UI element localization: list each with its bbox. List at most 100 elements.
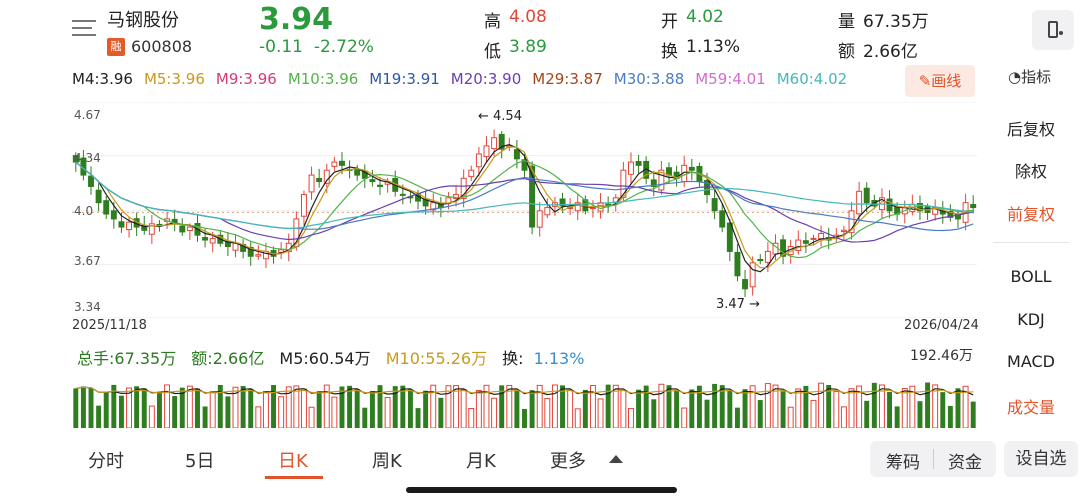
volume-bar	[917, 401, 923, 428]
volume-bar	[88, 388, 94, 428]
volume-bar	[506, 384, 513, 428]
volume-bar	[612, 384, 619, 428]
candle-body	[369, 179, 376, 183]
volume-bar	[377, 385, 383, 428]
volume-bar	[423, 390, 429, 428]
chips-button[interactable]: 筹码	[886, 453, 920, 473]
candle-body	[308, 174, 315, 193]
volume-bar	[787, 406, 794, 428]
candle-body	[316, 177, 323, 183]
volume-bar	[582, 389, 588, 428]
volume-bar	[400, 385, 406, 428]
gauge-icon: ◔	[1008, 68, 1022, 86]
volume-bar	[339, 386, 345, 428]
ma-legend-item: M4:3.96	[72, 70, 133, 88]
ma-legend-item: M10:3.96	[287, 70, 359, 88]
change-pct: -2.72%	[313, 37, 374, 57]
candle-body	[475, 153, 482, 168]
y-tick-label: 4.34	[74, 151, 101, 165]
home-indicator	[406, 487, 677, 493]
volume-bar	[620, 389, 627, 428]
volume-bar	[734, 407, 740, 428]
triangle-up-icon[interactable]	[609, 455, 623, 463]
volume-bar	[894, 406, 900, 428]
volume-bar	[795, 388, 802, 428]
tab-intraday[interactable]: 分时	[88, 451, 124, 472]
volume-bar	[567, 389, 574, 428]
candle-body	[72, 155, 79, 163]
volume-bar	[172, 396, 178, 428]
candle-body	[810, 237, 817, 240]
volume-bar	[148, 405, 155, 428]
side-item-post-adjust[interactable]: 后复权	[1006, 120, 1055, 139]
margin-badge: 融	[107, 38, 125, 56]
volume-chart[interactable]	[72, 370, 977, 428]
volume-bar	[749, 385, 756, 428]
side-item-kdj[interactable]: KDJ	[1017, 310, 1045, 329]
tab-more[interactable]: 更多	[550, 451, 586, 472]
candle-body	[377, 184, 383, 187]
tab-weekly-k[interactable]: 周K	[372, 451, 402, 472]
side-item-pre-adjust[interactable]: 前复权	[1006, 205, 1055, 224]
volume-bar	[491, 397, 498, 428]
candle-body	[361, 170, 368, 179]
side-item-ex-rights[interactable]: 除权	[1014, 162, 1047, 181]
volume-bar	[780, 391, 786, 428]
volume-bar	[438, 397, 444, 428]
tab-monthly-k[interactable]: 月K	[466, 451, 496, 472]
volume-bar	[742, 389, 748, 428]
volume-bar	[940, 392, 946, 428]
volume-bar	[316, 391, 322, 428]
volume-bar	[514, 389, 520, 428]
volume-bar	[818, 382, 825, 428]
menu-icon[interactable]	[72, 20, 96, 40]
volume-bar	[354, 389, 360, 428]
volume-bar	[362, 407, 368, 428]
open-value: 4.02	[686, 7, 724, 27]
candle-body	[840, 229, 847, 233]
volume-bar	[878, 384, 885, 428]
volume-bar	[293, 385, 300, 428]
candle-body	[719, 210, 726, 228]
side-item-volume[interactable]: 成交量	[1006, 398, 1055, 417]
volume-bar	[636, 389, 642, 428]
candle-body	[300, 194, 307, 217]
candle-body	[453, 194, 460, 200]
volume-bar	[225, 396, 231, 428]
volume-bar	[772, 384, 779, 428]
tab-daily-k[interactable]: 日K	[278, 451, 308, 472]
candle-body	[460, 177, 467, 199]
side-item-boll[interactable]: BOLL	[1010, 267, 1052, 286]
high-label: 高	[484, 12, 501, 32]
side-item-macd[interactable]: MACD	[1007, 352, 1055, 371]
landscape-toggle-button[interactable]	[1032, 10, 1074, 50]
volume-value: 67.35万	[863, 12, 929, 32]
candle-body	[339, 160, 345, 166]
volume-bar	[727, 391, 733, 428]
candle-body	[757, 259, 764, 262]
volume-bar	[887, 391, 893, 428]
funds-button[interactable]: 资金	[948, 453, 982, 473]
tab-5day[interactable]: 5日	[185, 451, 215, 472]
volume-bar	[529, 390, 535, 428]
candle-body	[491, 137, 498, 150]
candle-body	[742, 279, 749, 290]
y-tick-label: 3.34	[74, 300, 101, 314]
candle-body	[559, 198, 566, 207]
volume-bar	[483, 384, 490, 428]
active-tab-indicator	[265, 476, 323, 479]
volume-bar	[255, 406, 262, 428]
ma-legend-item: M20:3.90	[450, 70, 522, 88]
amount-label: 额	[838, 42, 855, 62]
pencil-icon: ✎	[918, 72, 932, 90]
volume-bar	[134, 386, 140, 428]
candlestick-chart[interactable]	[72, 102, 977, 318]
add-watchlist-button[interactable]: 设自选	[1004, 441, 1078, 477]
indicator-button[interactable]: ◔指标	[1008, 66, 1051, 87]
stock-name: 马钢股份	[107, 10, 179, 31]
volume-bar	[696, 385, 702, 428]
candle-body	[970, 204, 977, 209]
ma-line	[75, 159, 974, 259]
draw-line-button[interactable]: ✎画线	[905, 65, 975, 97]
volume-bar	[712, 383, 718, 428]
